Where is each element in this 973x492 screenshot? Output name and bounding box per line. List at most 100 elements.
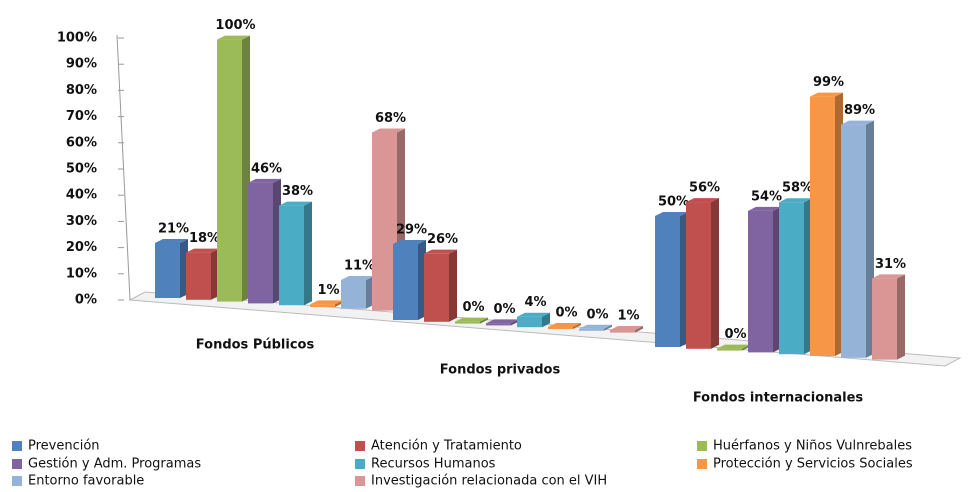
y-tick-label: 20% (66, 240, 97, 255)
legend-label: Gestión y Adm. Programas (28, 457, 201, 472)
value-label: 54% (751, 189, 782, 204)
bar-top (872, 274, 905, 279)
legend-label: Entorno favorable (28, 474, 144, 489)
value-label: 56% (689, 181, 720, 196)
y-tick-label: 10% (66, 266, 97, 281)
bar-top (610, 325, 643, 330)
legend-swatch (355, 441, 365, 451)
bar (610, 329, 635, 333)
bar (455, 321, 480, 324)
bar-top (841, 120, 874, 125)
bar-side (480, 317, 488, 324)
value-label: 18% (189, 231, 220, 246)
bar (310, 304, 335, 307)
legend-swatch (355, 459, 365, 469)
value-label: 0% (555, 306, 577, 321)
value-label: 100% (215, 18, 255, 33)
value-label: 0% (586, 307, 608, 322)
bar (248, 182, 273, 304)
x-tick-label: Fondos Públicos (196, 338, 315, 353)
bar (841, 124, 866, 358)
value-label: 0% (462, 300, 484, 315)
x-tick-label: Fondos privados (440, 363, 561, 378)
bar-side (897, 274, 905, 360)
bar-top (748, 206, 781, 211)
bar (186, 252, 211, 300)
value-label: 89% (844, 103, 875, 118)
bar (686, 202, 711, 349)
bar (372, 132, 397, 311)
bar-top (455, 317, 488, 322)
bar (872, 278, 897, 360)
x-tick-label: Fondos internacionales (693, 391, 864, 406)
bar-top (517, 312, 550, 317)
bar (155, 242, 180, 298)
bar (717, 348, 742, 351)
bar (779, 202, 804, 355)
legend-label: Protección y Servicios Sociales (713, 457, 913, 472)
y-axis (116, 34, 131, 301)
y-tick-label: 30% (66, 214, 97, 229)
value-label: 11% (344, 258, 375, 273)
value-label: 4% (524, 295, 546, 310)
legend-label: Huérfanos y Niños Vulnrebales (713, 439, 912, 454)
bar-side (542, 312, 550, 328)
bar-side (711, 198, 719, 349)
value-label: 0% (724, 327, 746, 342)
value-label: 58% (782, 181, 813, 196)
legend-swatch (697, 459, 707, 469)
value-label: 26% (427, 232, 458, 247)
bar (548, 327, 573, 329)
value-label: 29% (396, 223, 427, 238)
value-label: 31% (875, 257, 906, 272)
bar-side (604, 324, 612, 331)
y-tick-label: 100% (57, 31, 97, 46)
bar (579, 328, 604, 331)
bar-top (810, 92, 843, 97)
value-label: 99% (813, 75, 844, 90)
bar-top (717, 344, 750, 349)
legend-swatch (697, 441, 707, 451)
bar-top (579, 324, 612, 329)
legend-label: Prevención (28, 439, 100, 454)
bar-top (310, 300, 343, 305)
legend-swatch (12, 441, 22, 451)
value-label: 46% (251, 161, 282, 176)
bar-top (779, 198, 812, 203)
bar-side (449, 249, 457, 322)
bar-top (486, 319, 519, 324)
y-tick-label: 0% (75, 293, 97, 308)
legend-swatch (12, 476, 22, 486)
y-tick-label: 70% (66, 109, 97, 124)
bar (517, 316, 542, 328)
bar-side (573, 323, 581, 329)
value-label: 50% (658, 195, 689, 210)
value-label: 38% (282, 184, 313, 199)
y-tick-label: 80% (66, 83, 97, 98)
bar (424, 253, 449, 322)
bar (217, 39, 242, 302)
bar (810, 96, 835, 357)
bar-top (217, 35, 250, 40)
y-tick-label: 60% (66, 135, 97, 150)
bar (748, 210, 773, 353)
y-tick-label: 40% (66, 188, 97, 203)
bar-top (155, 238, 188, 243)
bar (655, 216, 680, 347)
value-label: 68% (375, 111, 406, 126)
legend-label: Atención y Tratamiento (371, 439, 522, 454)
legend-label: Investigación relacionada con el VIH (371, 474, 607, 489)
bar-top (424, 249, 457, 254)
bar (341, 279, 366, 309)
bar (279, 205, 304, 306)
bar-top (248, 178, 281, 183)
bar-top (279, 201, 312, 206)
bar-top (393, 240, 426, 245)
legend-swatch (355, 476, 365, 486)
bar (486, 323, 511, 326)
value-label: 0% (493, 302, 515, 317)
value-label: 1% (617, 308, 639, 323)
value-label: 1% (317, 283, 339, 298)
